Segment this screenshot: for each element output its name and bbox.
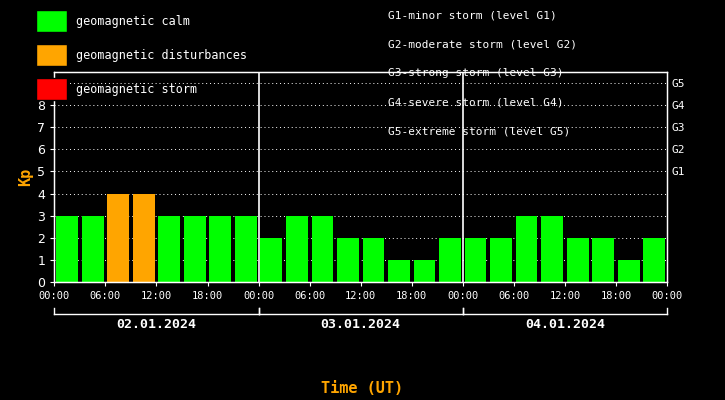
Bar	[618, 260, 639, 282]
Bar	[286, 216, 307, 282]
Text: G3-strong storm (level G3): G3-strong storm (level G3)	[388, 68, 563, 78]
Text: G5-extreme storm (level G5): G5-extreme storm (level G5)	[388, 127, 570, 137]
Text: Time (UT): Time (UT)	[321, 381, 404, 396]
Bar	[643, 238, 665, 282]
Text: 03.01.2024: 03.01.2024	[320, 318, 401, 331]
Bar	[592, 238, 614, 282]
Bar	[465, 238, 486, 282]
Y-axis label: Kp: Kp	[18, 168, 33, 186]
Bar	[542, 216, 563, 282]
Bar	[388, 260, 410, 282]
Text: geomagnetic storm: geomagnetic storm	[76, 82, 197, 96]
Bar	[490, 238, 512, 282]
Bar	[260, 238, 282, 282]
Bar	[133, 194, 154, 282]
Bar	[82, 216, 104, 282]
Bar	[184, 216, 206, 282]
Text: 04.01.2024: 04.01.2024	[525, 318, 605, 331]
Bar	[362, 238, 384, 282]
Bar	[312, 216, 334, 282]
Text: geomagnetic calm: geomagnetic calm	[76, 14, 190, 28]
Bar	[57, 216, 78, 282]
Text: G2-moderate storm (level G2): G2-moderate storm (level G2)	[388, 39, 577, 49]
Bar	[235, 216, 257, 282]
Bar	[439, 238, 461, 282]
Bar	[515, 216, 537, 282]
Bar	[414, 260, 435, 282]
Text: G4-severe storm (level G4): G4-severe storm (level G4)	[388, 98, 563, 108]
Text: G1-minor storm (level G1): G1-minor storm (level G1)	[388, 10, 557, 20]
Text: 02.01.2024: 02.01.2024	[117, 318, 196, 331]
Bar	[567, 238, 589, 282]
Bar	[337, 238, 359, 282]
Bar	[210, 216, 231, 282]
Bar	[107, 194, 129, 282]
Bar	[158, 216, 180, 282]
Text: geomagnetic disturbances: geomagnetic disturbances	[76, 48, 247, 62]
